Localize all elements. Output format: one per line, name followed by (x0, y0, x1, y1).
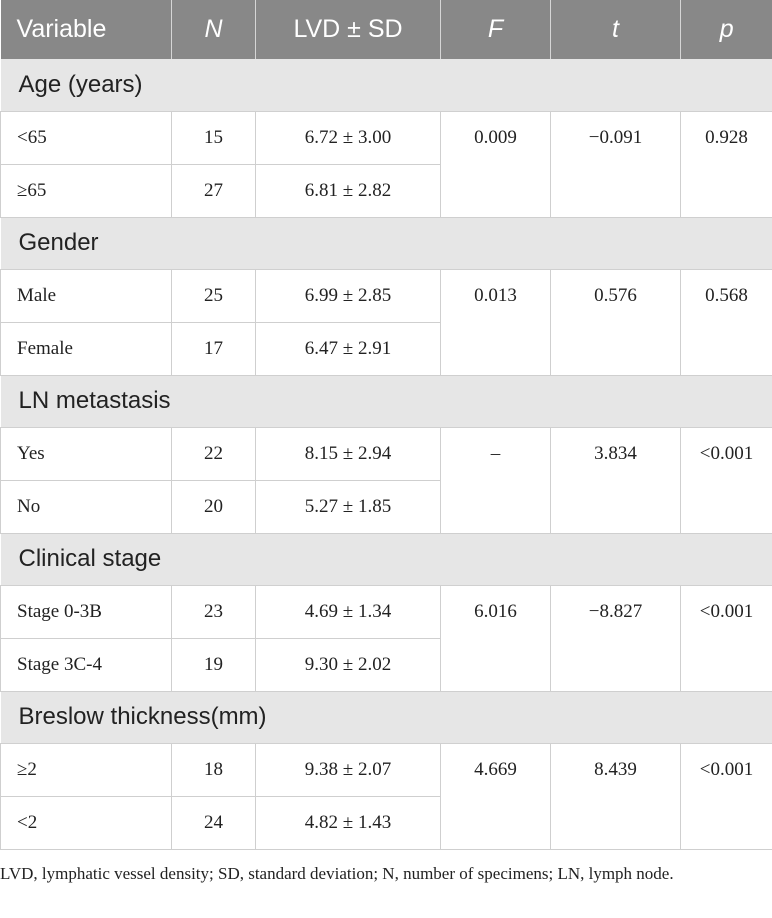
group-title: Clinical stage (0, 533, 772, 586)
group-p: <0.001 (680, 427, 772, 534)
group-t: 3.834 (550, 427, 681, 534)
row-n: 22 (171, 427, 256, 481)
row-label: Stage 0-3B (0, 585, 172, 639)
row-label: Stage 3C-4 (0, 638, 172, 692)
table-row: Female 17 6.47 ± 2.91 (0, 322, 772, 376)
row-lvd: 6.47 ± 2.91 (255, 322, 441, 376)
group-p: 0.568 (680, 269, 772, 376)
table-row: Male 25 6.99 ± 2.85 0.013 0.576 0.568 (0, 269, 772, 376)
row-lvd: 4.82 ± 1.43 (255, 796, 441, 850)
group-f: 6.016 (440, 585, 551, 692)
row-n: 27 (171, 164, 256, 218)
row-label: ≥2 (0, 743, 172, 797)
header-p: p (680, 0, 772, 59)
header-lvd-sd: LVD ± SD (255, 0, 441, 59)
row-lvd: 6.81 ± 2.82 (255, 164, 441, 218)
row-lvd: 6.99 ± 2.85 (255, 269, 441, 323)
row-label: Female (0, 322, 172, 376)
results-table: Variable N LVD ± SD F t p Age (years) <6… (0, 0, 772, 850)
group-t: 8.439 (550, 743, 681, 850)
group-f: – (440, 427, 551, 534)
row-lvd: 4.69 ± 1.34 (255, 585, 441, 639)
row-lvd: 5.27 ± 1.85 (255, 480, 441, 534)
row-label: No (0, 480, 172, 534)
row-n: 15 (171, 111, 256, 165)
group-p: <0.001 (680, 585, 772, 692)
group-title: Age (years) (0, 59, 772, 112)
table-row: <2 24 4.82 ± 1.43 (0, 796, 772, 850)
table-row: Yes 22 8.15 ± 2.94 – 3.834 <0.001 (0, 427, 772, 534)
group-p: 0.928 (680, 111, 772, 218)
table-row: Stage 0-3B 23 4.69 ± 1.34 6.016 −8.827 <… (0, 585, 772, 692)
group-title: Gender (0, 217, 772, 270)
table-header: Variable N LVD ± SD F t p (0, 0, 772, 59)
table-body: Age (years) <65 15 6.72 ± 3.00 0.009 −0.… (0, 59, 772, 850)
header-t: t (550, 0, 681, 59)
header-f: F (440, 0, 551, 59)
group-title: Breslow thickness(mm) (0, 691, 772, 744)
table-row: ≥2 18 9.38 ± 2.07 4.669 8.439 <0.001 (0, 743, 772, 850)
group-p: <0.001 (680, 743, 772, 850)
header-row: Variable N LVD ± SD F t p (0, 0, 772, 59)
row-label: <2 (0, 796, 172, 850)
row-lvd: 6.72 ± 3.00 (255, 111, 441, 165)
group-row-gender: Gender (0, 217, 772, 270)
group-f: 4.669 (440, 743, 551, 850)
row-n: 24 (171, 796, 256, 850)
row-n: 20 (171, 480, 256, 534)
row-label: ≥65 (0, 164, 172, 218)
row-n: 18 (171, 743, 256, 797)
row-n: 19 (171, 638, 256, 692)
table-row: Stage 3C-4 19 9.30 ± 2.02 (0, 638, 772, 692)
row-n: 25 (171, 269, 256, 323)
header-variable: Variable (0, 0, 172, 59)
row-n: 17 (171, 322, 256, 376)
group-row-breslow-thickness: Breslow thickness(mm) (0, 691, 772, 744)
group-row-age: Age (years) (0, 59, 772, 112)
row-lvd: 9.30 ± 2.02 (255, 638, 441, 692)
table-row: <65 15 6.72 ± 3.00 0.009 −0.091 0.928 (0, 111, 772, 218)
group-row-clinical-stage: Clinical stage (0, 533, 772, 586)
group-t: 0.576 (550, 269, 681, 376)
table-footnote: LVD, lymphatic vessel density; SD, stand… (0, 864, 674, 883)
row-lvd: 8.15 ± 2.94 (255, 427, 441, 481)
header-n: N (171, 0, 256, 59)
group-title: LN metastasis (0, 375, 772, 428)
group-f: 0.013 (440, 269, 551, 376)
table-row: No 20 5.27 ± 1.85 (0, 480, 772, 534)
group-t: −8.827 (550, 585, 681, 692)
table-row: ≥65 27 6.81 ± 2.82 (0, 164, 772, 218)
group-f: 0.009 (440, 111, 551, 218)
row-label: Yes (0, 427, 172, 481)
group-row-ln-metastasis: LN metastasis (0, 375, 772, 428)
row-n: 23 (171, 585, 256, 639)
row-label: <65 (0, 111, 172, 165)
group-t: −0.091 (550, 111, 681, 218)
row-lvd: 9.38 ± 2.07 (255, 743, 441, 797)
row-label: Male (0, 269, 172, 323)
